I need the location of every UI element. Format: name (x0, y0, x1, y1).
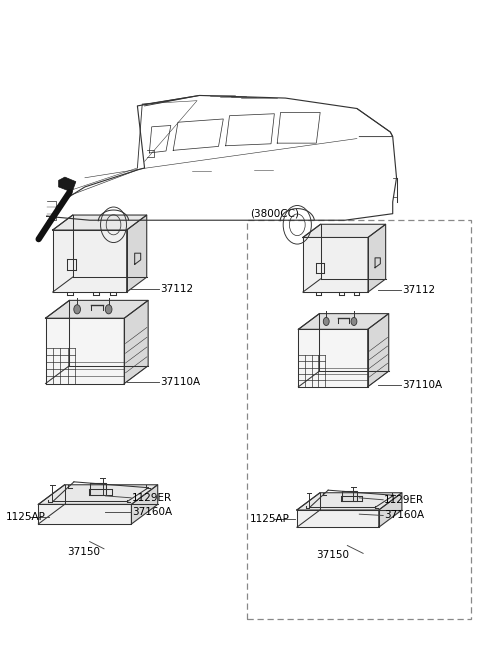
Polygon shape (46, 318, 124, 384)
Polygon shape (303, 237, 368, 292)
Text: 37110A: 37110A (402, 380, 443, 390)
Polygon shape (127, 215, 147, 292)
Text: 37160A: 37160A (384, 510, 424, 520)
Text: 37150: 37150 (67, 547, 100, 557)
Bar (247, 220, 471, 619)
Text: 1125AP: 1125AP (6, 512, 46, 522)
Polygon shape (46, 300, 148, 318)
Text: 37112: 37112 (160, 284, 193, 294)
Polygon shape (38, 485, 157, 504)
Text: 1129ER: 1129ER (384, 495, 424, 505)
Circle shape (105, 305, 112, 314)
Circle shape (324, 318, 329, 325)
Polygon shape (53, 215, 147, 230)
Text: 37110A: 37110A (160, 377, 201, 386)
Circle shape (351, 318, 357, 325)
Text: 1125AP: 1125AP (250, 514, 289, 524)
Text: 1129ER: 1129ER (132, 493, 172, 503)
Polygon shape (90, 483, 107, 495)
Circle shape (74, 305, 81, 314)
Polygon shape (53, 230, 127, 292)
Polygon shape (379, 493, 402, 527)
Polygon shape (132, 485, 157, 524)
Polygon shape (297, 510, 379, 527)
Polygon shape (299, 329, 368, 387)
Polygon shape (342, 491, 357, 501)
Text: (3800CC): (3800CC) (251, 208, 300, 218)
Polygon shape (299, 314, 389, 329)
Polygon shape (124, 300, 148, 384)
Text: 37160A: 37160A (132, 507, 172, 517)
Text: 37150: 37150 (316, 550, 349, 560)
Polygon shape (368, 224, 385, 292)
Polygon shape (297, 493, 402, 510)
Polygon shape (303, 224, 385, 237)
Polygon shape (59, 177, 76, 192)
Text: 37112: 37112 (402, 285, 435, 295)
Polygon shape (368, 314, 389, 387)
Polygon shape (38, 504, 132, 524)
